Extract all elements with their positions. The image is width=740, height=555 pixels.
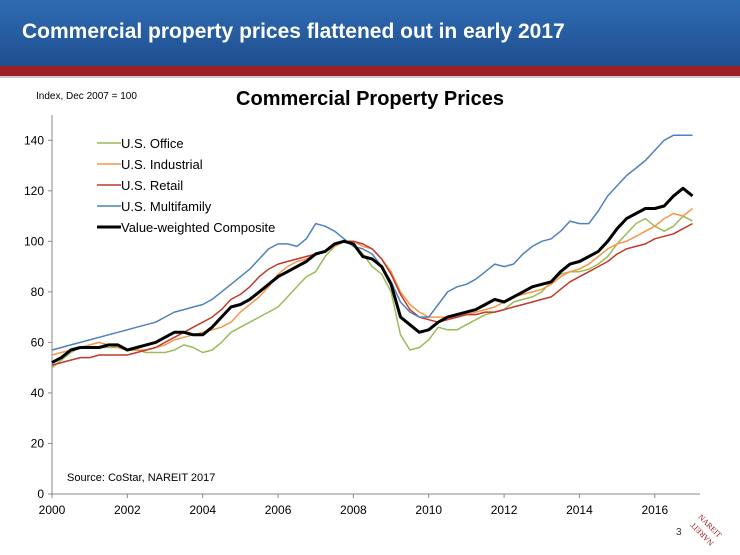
x-tick-label: 2012 (491, 503, 518, 517)
series-line-5 (51, 186, 694, 364)
series-line-3 (51, 222, 693, 366)
slide-title: Commercial property prices flattened out… (22, 20, 565, 43)
x-tick-label: 2002 (114, 503, 141, 517)
y-tick-label: 120 (24, 184, 44, 198)
y-tick-label: 0 (37, 487, 44, 501)
nareit-logo: NAREIT NAREIT (688, 513, 723, 548)
legend-label: U.S. Industrial (121, 157, 203, 172)
legend-label: U.S. Retail (121, 178, 183, 193)
accent-stripe (0, 66, 740, 76)
x-tick-label: 2006 (265, 503, 292, 517)
page-number: 3 (676, 527, 682, 538)
y-tick-label: 80 (31, 285, 45, 299)
y-tick-label: 60 (31, 335, 45, 349)
source-note: Source: CoStar, NAREIT 2017 (67, 472, 215, 484)
x-tick-label: 2010 (415, 503, 442, 517)
y-tick-label: 100 (24, 234, 44, 248)
divider (0, 76, 740, 78)
y-tick-label: 20 (31, 436, 45, 450)
series-line-1 (51, 215, 693, 369)
y-tick-label: 140 (24, 133, 44, 147)
x-tick-label: 2004 (189, 503, 216, 517)
x-tick-label: 2014 (566, 503, 593, 517)
x-tick-label: 2008 (340, 503, 367, 517)
legend-label: U.S. Multifamily (121, 199, 212, 214)
legend-label: U.S. Office (121, 136, 184, 151)
chart-title: Commercial Property Prices (236, 88, 504, 110)
legend-label: Value-weighted Composite (121, 220, 275, 235)
x-tick-label: 2000 (39, 503, 66, 517)
title-banner: Commercial property prices flattened out… (0, 0, 740, 66)
y-tick-label: 40 (31, 386, 45, 400)
series-line-4 (51, 134, 693, 351)
y-axis-label: Index, Dec 2007 = 100 (36, 91, 137, 102)
x-tick-label: 2016 (641, 503, 668, 517)
